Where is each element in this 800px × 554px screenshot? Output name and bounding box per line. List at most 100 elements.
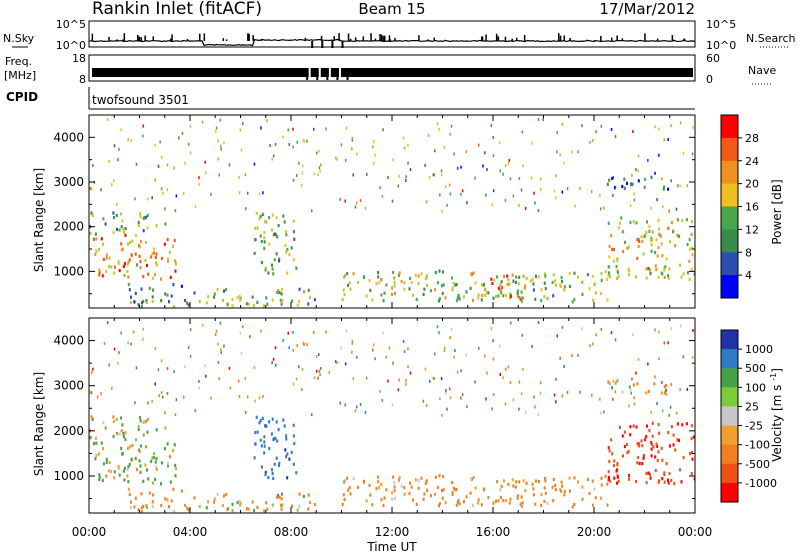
heat-cell [405, 175, 407, 179]
heat-cell [616, 258, 619, 262]
heat-cell [263, 444, 266, 448]
heat-cell [111, 183, 113, 187]
heat-cell [469, 491, 472, 495]
heat-cell [154, 460, 157, 464]
heat-cell [319, 373, 321, 377]
heat-cell [278, 495, 281, 499]
heat-cell [120, 416, 123, 420]
freq-right-tick-top: 60 [706, 52, 720, 65]
heat-cell [113, 347, 116, 351]
heat-cell [380, 482, 383, 486]
heat-cell [251, 500, 254, 504]
noise-spike [225, 39, 228, 41]
heat-cell [108, 363, 110, 367]
heat-cell [103, 342, 106, 345]
heat-cell [682, 272, 685, 276]
heat-cell [609, 479, 612, 483]
heat-cell [581, 485, 584, 489]
heat-cell [169, 480, 172, 484]
heat-cell [137, 303, 140, 307]
heat-cell [686, 184, 689, 188]
noise-sky-line [88, 38, 696, 47]
heat-cell [429, 289, 432, 293]
heat-cell [451, 481, 454, 485]
heat-cell [521, 501, 524, 505]
heat-cell [164, 426, 167, 430]
heat-cell [123, 435, 125, 439]
heat-cell [402, 136, 405, 140]
heat-cell [492, 393, 495, 396]
heat-cell [178, 136, 180, 140]
heat-cell [617, 475, 619, 479]
heat-cell [122, 227, 125, 231]
heat-cell [531, 141, 533, 145]
heat-cell [157, 164, 160, 168]
heat-cell [552, 273, 555, 277]
heat-cell [258, 217, 261, 221]
heat-cell [500, 288, 503, 292]
heat-cell [144, 258, 147, 263]
heat-cell [621, 230, 624, 234]
heat-cell [287, 128, 289, 132]
heat-cell [534, 201, 536, 205]
heat-cell [380, 278, 383, 282]
heat-cell [692, 125, 694, 129]
heat-cell [600, 327, 603, 331]
heat-cell [436, 485, 439, 489]
heat-cell [640, 439, 643, 443]
heat-cell [309, 295, 311, 300]
heat-cell [599, 397, 601, 401]
heat-cell [270, 432, 273, 436]
heat-cell [417, 274, 420, 278]
heat-cell [127, 487, 130, 491]
heat-cell [345, 126, 348, 130]
heat-cell [618, 221, 621, 225]
heat-cell [445, 392, 447, 395]
heat-cell [667, 187, 670, 191]
heat-cell [264, 268, 267, 272]
heat-cell [174, 463, 177, 468]
power-colorbar-segment [721, 115, 738, 139]
heat-cell [591, 393, 593, 397]
heat-cell [351, 138, 354, 142]
heat-cell [439, 193, 441, 197]
heat-cell [146, 213, 149, 218]
heat-cell [104, 426, 107, 430]
heat-cell [650, 243, 653, 247]
heat-cell [519, 502, 522, 506]
heat-cell [509, 381, 512, 384]
heat-cell [632, 424, 635, 428]
heat-cell [397, 388, 400, 392]
noise-spike [138, 36, 141, 41]
heat-cell [282, 135, 284, 139]
heat-cell [283, 424, 286, 428]
heat-cell [531, 345, 533, 348]
heat-cell [516, 496, 519, 500]
noise-spike [349, 38, 352, 41]
heat-cell [137, 427, 140, 432]
heat-cell [682, 355, 685, 359]
heat-cell [288, 143, 290, 146]
heat-cell [491, 407, 493, 411]
heat-cell [492, 501, 495, 505]
heat-cell [139, 470, 142, 474]
heat-cell [617, 479, 620, 483]
x-tick-label: 20:00 [577, 525, 612, 539]
heat-cell [656, 254, 659, 258]
power-colorbar-frame [720, 114, 739, 299]
heat-cell [648, 268, 651, 272]
heat-cell [637, 154, 640, 158]
heat-cell [460, 165, 462, 169]
heat-cell [284, 448, 287, 452]
heat-cell [647, 266, 650, 271]
heat-cell [129, 240, 132, 244]
heat-cell [146, 468, 148, 472]
heat-cell [214, 129, 217, 133]
heat-cell [89, 390, 92, 394]
heat-cell [518, 282, 520, 286]
heat-cell [520, 495, 523, 499]
power-colorbar-tick-label: 24 [745, 155, 759, 168]
heat-cell [497, 286, 500, 290]
heat-cell [184, 365, 186, 369]
heat-cell [359, 403, 362, 406]
